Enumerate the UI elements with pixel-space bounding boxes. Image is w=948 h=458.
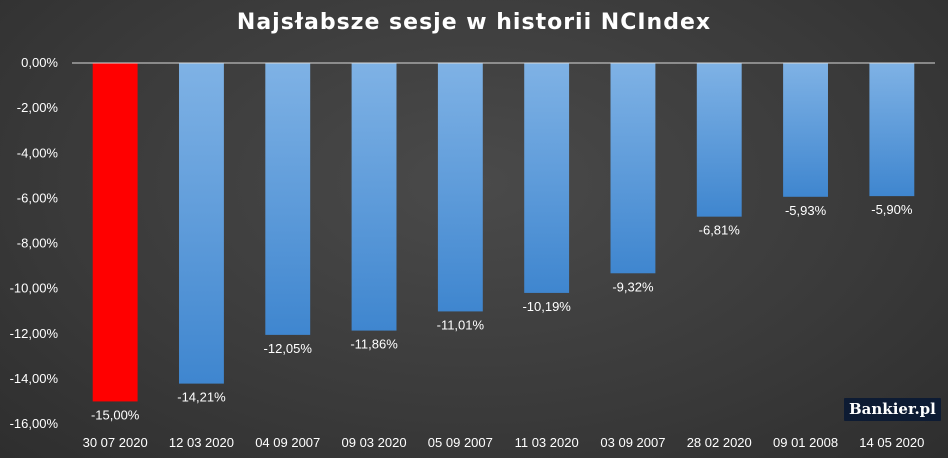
chart-title: Najsłabsze sesje w historii NCIndex [236,10,712,35]
bars [92,63,915,402]
x-tick-label: 05 09 2007 [428,435,493,450]
data-label: -11,86% [350,337,398,352]
data-label: -5,93% [785,203,827,218]
data-label: -11,01% [437,317,485,332]
y-tick-label: -4,00% [17,145,59,160]
x-tick-label: 28 02 2020 [687,435,752,450]
bar [869,63,915,197]
x-tick-label: 09 01 2008 [773,435,838,450]
x-tick-label: 09 03 2020 [342,435,407,450]
y-axis: 0,00% -2,00% -4,00% -6,00% -8,00% -10,00% -12,… [10,55,59,431]
y-tick-label: -8,00% [17,236,59,251]
x-tick-label: 12 03 2020 [169,435,234,450]
y-tick-label: -16,00% [10,416,59,431]
bar [524,63,570,293]
y-tick-label: 0,00% [21,55,58,70]
data-label: -14,21% [177,390,226,405]
y-tick-label: -12,00% [10,326,59,341]
bar [179,63,224,384]
bankier-logo: Bankier.pl [844,398,941,421]
bar [610,63,656,274]
data-labels: -15,00% -14,21% -12,05% -11,86% -11,01% -10,1… [91,202,913,422]
bar [437,63,483,312]
y-tick-label: -6,00% [17,190,59,205]
x-tick-label: 14 05 2020 [859,435,924,450]
y-tick-label: -10,00% [10,281,59,296]
bar [351,63,397,331]
bar [92,63,138,402]
y-tick-label: -14,00% [10,371,59,386]
data-label: -15,00% [91,407,140,422]
bar [696,63,742,217]
x-axis: 30 07 2020 12 03 2020 04 09 2007 09 03 2020… [83,435,925,450]
bar [783,63,828,197]
data-label: -9,32% [612,279,654,294]
x-tick-label: 30 07 2020 [83,435,148,450]
x-tick-label: 04 09 2007 [255,435,320,450]
x-tick-label: 03 09 2007 [600,435,665,450]
data-label: -12,05% [264,341,313,356]
x-tick-label: 11 03 2020 [515,435,579,450]
bar [265,63,311,335]
y-tick-label: -2,00% [17,100,59,115]
data-label: -10,19% [522,299,571,314]
data-label: -5,90% [871,202,913,217]
data-label: -6,81% [699,223,741,238]
